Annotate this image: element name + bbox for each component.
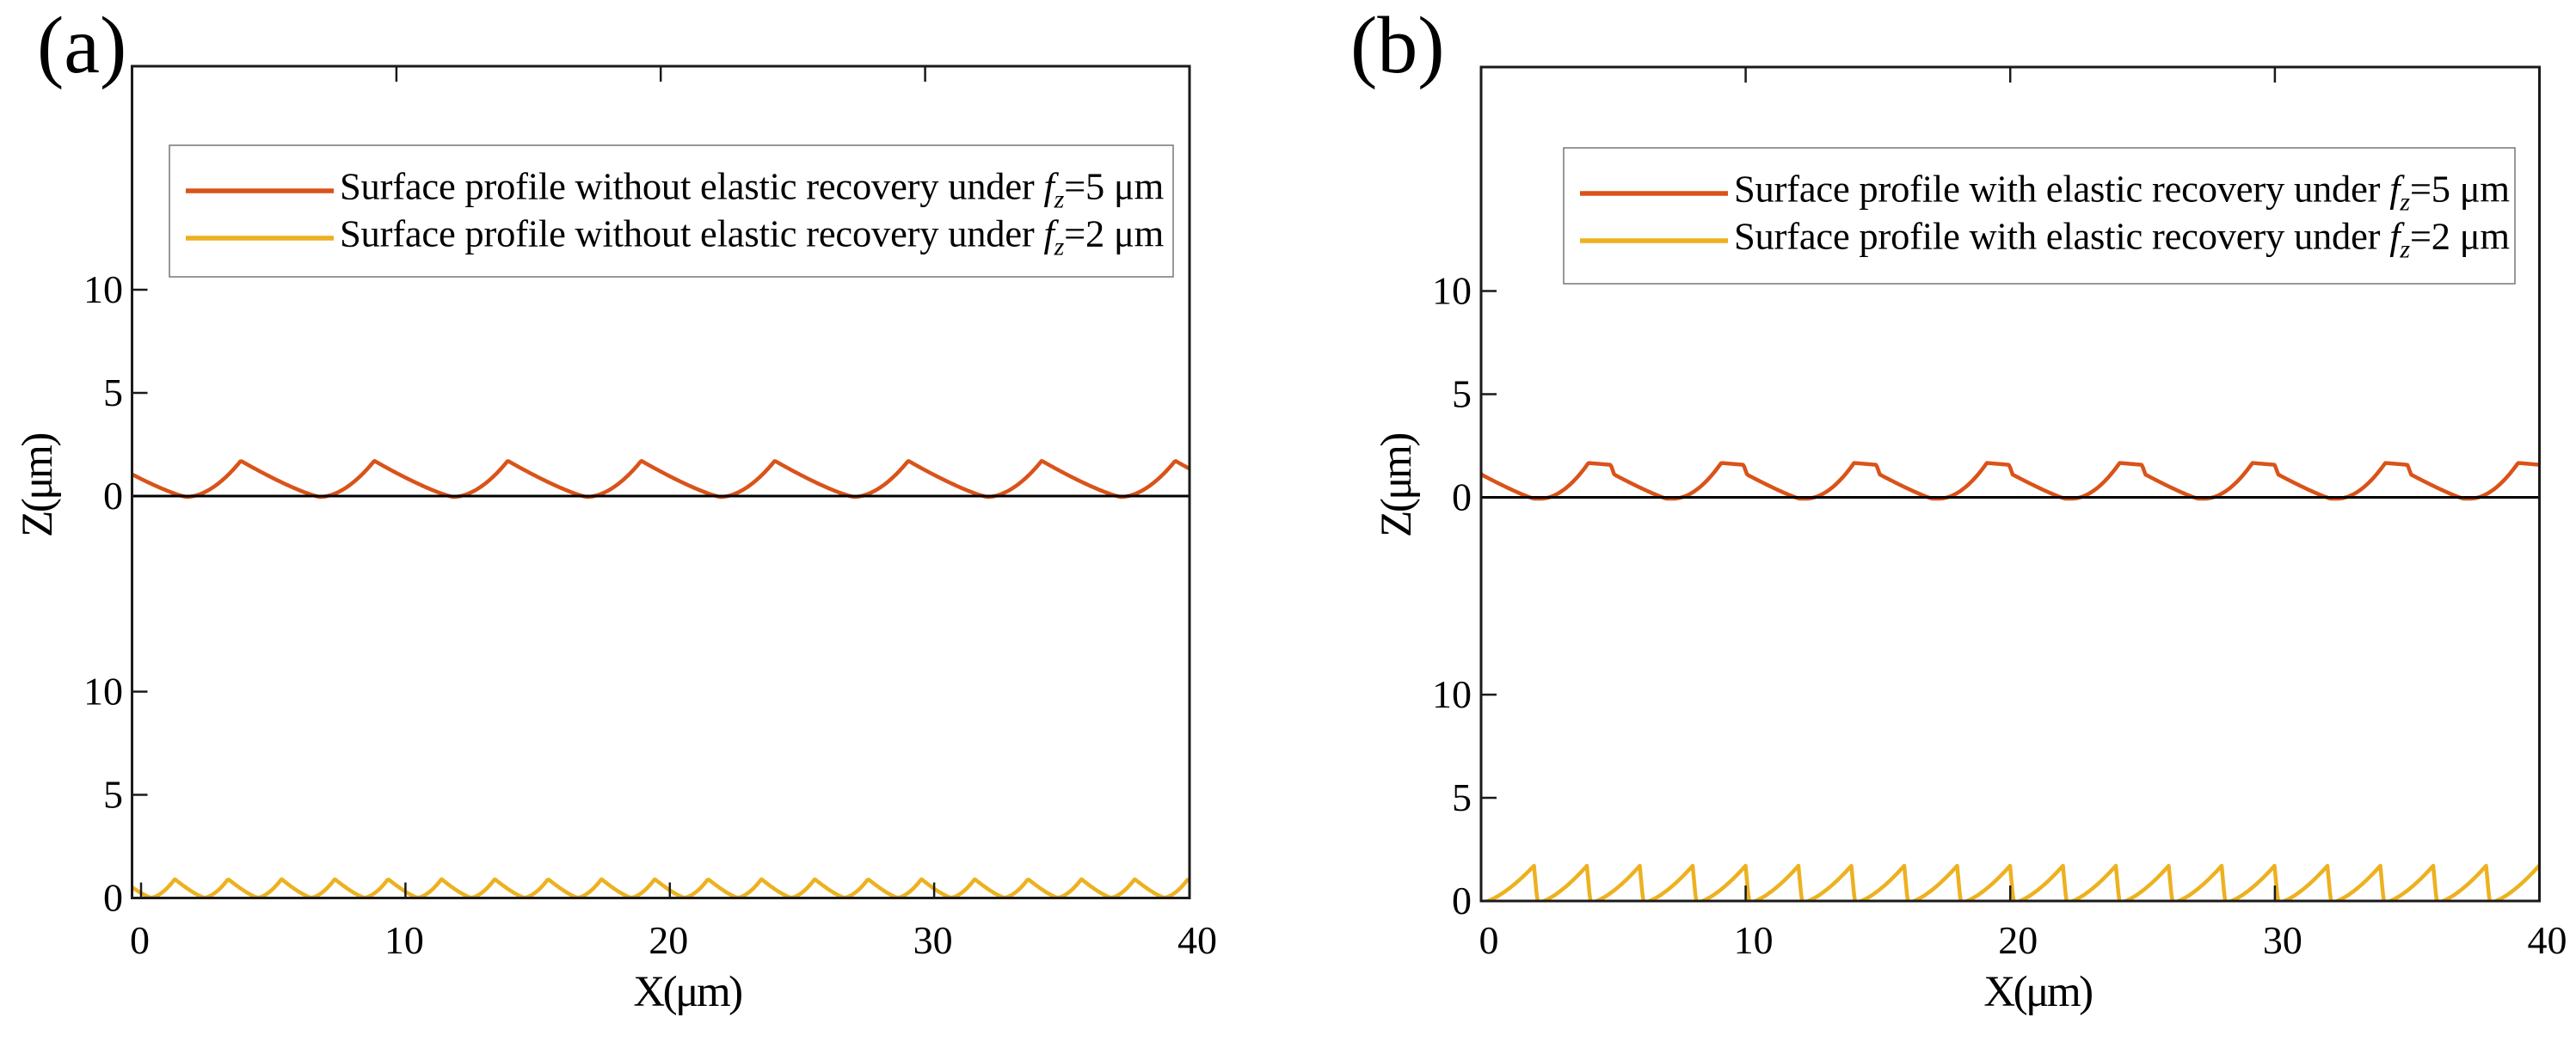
svg-text:Surface profile without elasti: Surface profile without elastic recovery… [340, 165, 1164, 214]
svg-text:10: 10 [384, 918, 424, 962]
svg-text:0: 0 [130, 918, 150, 962]
svg-text:(a): (a) [37, 1, 126, 90]
svg-text:20: 20 [649, 918, 688, 962]
svg-text:10: 10 [83, 670, 123, 714]
svg-text:X(μm): X(μm) [633, 968, 741, 1016]
svg-text:40: 40 [2528, 918, 2567, 962]
svg-text:5: 5 [1452, 775, 1472, 819]
svg-text:0: 0 [103, 474, 123, 518]
svg-text:0: 0 [1452, 879, 1472, 922]
svg-text:0: 0 [103, 876, 123, 920]
svg-text:20: 20 [1998, 918, 2038, 962]
svg-text:10: 10 [1432, 269, 1472, 313]
svg-text:30: 30 [2263, 918, 2302, 962]
svg-text:Z(μm): Z(μm) [1373, 434, 1421, 537]
svg-text:0: 0 [1452, 475, 1472, 519]
svg-text:10: 10 [1432, 672, 1472, 716]
svg-text:10: 10 [83, 267, 123, 311]
svg-text:Z(μm): Z(μm) [14, 434, 62, 537]
svg-text:Surface profile without elasti: Surface profile without elastic recovery… [340, 212, 1164, 261]
svg-text:5: 5 [103, 773, 123, 817]
svg-text:10: 10 [1734, 918, 1774, 962]
svg-text:Surface profile with elastic r: Surface profile with elastic recovery un… [1734, 168, 2510, 217]
svg-text:5: 5 [103, 371, 123, 414]
svg-text:40: 40 [1177, 918, 1217, 962]
svg-text:X(μm): X(μm) [1983, 968, 2092, 1016]
svg-text:30: 30 [913, 918, 953, 962]
svg-text:5: 5 [1452, 372, 1472, 416]
svg-text:0: 0 [1479, 918, 1499, 962]
svg-text:Surface profile with elastic r: Surface profile with elastic recovery un… [1734, 215, 2510, 264]
svg-text:(b): (b) [1350, 1, 1445, 90]
